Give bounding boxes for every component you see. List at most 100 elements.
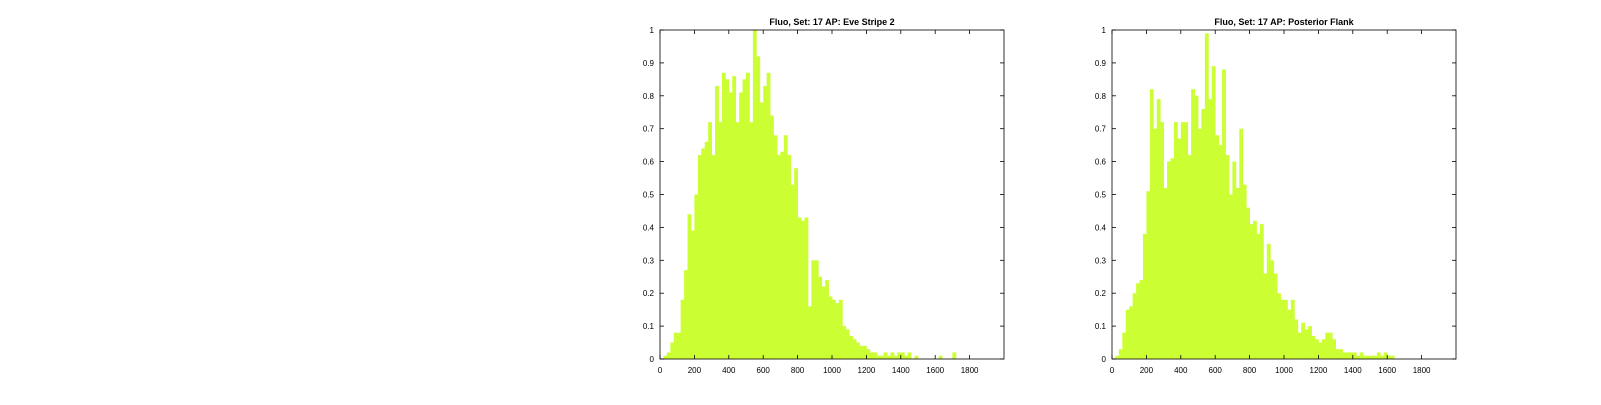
- bar: [677, 332, 682, 359]
- y-tick-label: 0.4: [643, 223, 655, 232]
- bar: [739, 92, 743, 359]
- x-tick-label: 1200: [858, 366, 876, 375]
- bar: [1246, 207, 1250, 359]
- bar: [1136, 283, 1140, 359]
- bar: [1294, 319, 1299, 359]
- bar-group: [1115, 33, 1395, 360]
- bar: [756, 56, 761, 359]
- bar: [814, 260, 819, 359]
- x-tick-label: 1200: [1310, 366, 1328, 375]
- bar: [673, 332, 678, 359]
- bar: [1204, 33, 1209, 359]
- bar: [1259, 224, 1264, 359]
- chart-title: Fluo, Set: 17 AP: Posterior Flank: [1214, 17, 1354, 27]
- bar: [715, 85, 719, 360]
- bar: [1345, 352, 1350, 359]
- bar: [1263, 273, 1268, 359]
- bar: [1273, 273, 1278, 359]
- bar: [1287, 309, 1292, 359]
- bar: [1297, 332, 1302, 359]
- bar: [852, 339, 857, 359]
- bar: [1122, 332, 1127, 359]
- bar: [1253, 220, 1257, 359]
- bar: [704, 141, 709, 359]
- bar: [1156, 99, 1161, 359]
- bar: [1373, 355, 1378, 359]
- bar: [1222, 69, 1226, 359]
- bar: [1332, 339, 1336, 359]
- bar: [763, 85, 768, 360]
- x-tick-label: 0: [658, 366, 663, 375]
- bar: [1308, 326, 1312, 359]
- bar: [835, 303, 840, 359]
- bar: [1349, 352, 1354, 359]
- bar: [938, 355, 943, 359]
- bar: [1356, 355, 1361, 359]
- bar: [701, 148, 706, 359]
- x-tick-label: 800: [791, 366, 805, 375]
- bar: [1163, 187, 1168, 359]
- bar: [880, 355, 884, 359]
- bar: [787, 155, 792, 359]
- bar: [1270, 260, 1275, 359]
- chart-title: Fluo, Set: 17 AP: Eve Stripe 2: [769, 17, 894, 27]
- bar: [1366, 355, 1371, 359]
- bar: [838, 299, 843, 359]
- bar: [1376, 352, 1381, 359]
- bar: [1380, 355, 1385, 359]
- bar: [1318, 342, 1323, 359]
- y-tick-label: 0.9: [643, 59, 655, 68]
- x-tick-label: 800: [1243, 366, 1257, 375]
- bar: [728, 92, 733, 359]
- x-tick-label: 1600: [1378, 366, 1396, 375]
- bar: [856, 342, 860, 359]
- bar: [1304, 329, 1309, 359]
- y-tick-label: 0.3: [643, 256, 655, 265]
- bar: [1280, 299, 1285, 359]
- bar: [866, 349, 871, 359]
- bar: [684, 270, 688, 359]
- bar: [1314, 339, 1319, 359]
- bar: [1242, 184, 1247, 359]
- x-tick-label: 1400: [892, 366, 910, 375]
- y-tick-label: 0.3: [1095, 256, 1107, 265]
- bar: [862, 345, 867, 359]
- y-tick-label: 0.6: [1095, 158, 1107, 167]
- y-tick-label: 0.8: [643, 92, 655, 101]
- bar: [766, 72, 771, 360]
- bar: [869, 352, 874, 359]
- bar: [1201, 108, 1206, 360]
- y-tick-label: 0.2: [1095, 289, 1107, 298]
- bar: [1370, 355, 1374, 359]
- bar: [752, 30, 757, 359]
- bar: [694, 194, 699, 359]
- y-tick-label: 0.8: [1095, 92, 1107, 101]
- bar: [907, 352, 912, 359]
- bar: [721, 72, 726, 360]
- bar: [876, 355, 881, 359]
- bar: [828, 296, 833, 359]
- y-tick-label: 0: [1102, 355, 1107, 364]
- bar: [1194, 95, 1199, 360]
- bar: [1232, 161, 1237, 359]
- bar: [732, 76, 737, 359]
- bar-group: [663, 30, 957, 360]
- bar: [1146, 191, 1151, 359]
- y-tick-label: 0.5: [1095, 191, 1107, 200]
- bar: [811, 260, 816, 359]
- bar: [1228, 194, 1233, 359]
- bar: [690, 230, 695, 359]
- bar: [845, 329, 850, 359]
- bar: [1180, 122, 1185, 360]
- bar: [900, 352, 905, 359]
- x-tick-label: 600: [1209, 366, 1223, 375]
- bar: [666, 352, 671, 359]
- bar: [890, 352, 895, 359]
- bar: [1311, 335, 1316, 359]
- bar: [887, 355, 891, 359]
- bar: [1266, 243, 1271, 359]
- y-tick-label: 0.6: [643, 158, 655, 167]
- y-tick-label: 0.4: [1095, 223, 1107, 232]
- bar: [663, 355, 668, 359]
